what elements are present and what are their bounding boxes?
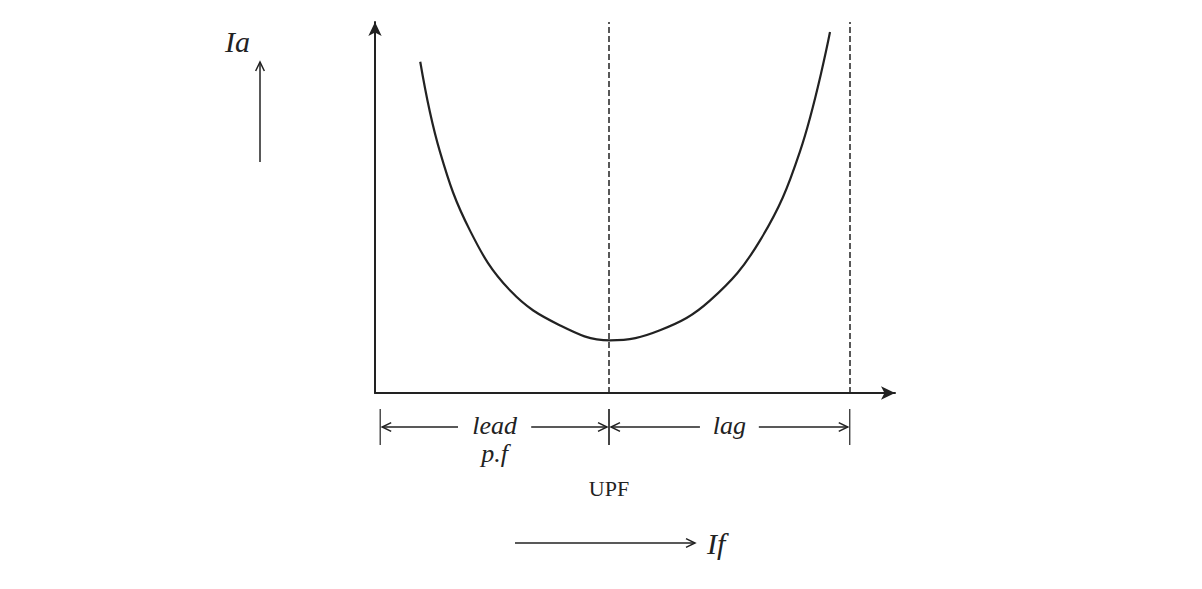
svg-text:p.f: p.f [479, 439, 512, 468]
svg-text:lead: lead [472, 411, 518, 440]
svg-text:UPF: UPF [589, 476, 629, 501]
svg-text:Ia: Ia [224, 25, 250, 58]
svg-text:lag: lag [713, 411, 746, 440]
svg-text:If: If [706, 527, 729, 560]
